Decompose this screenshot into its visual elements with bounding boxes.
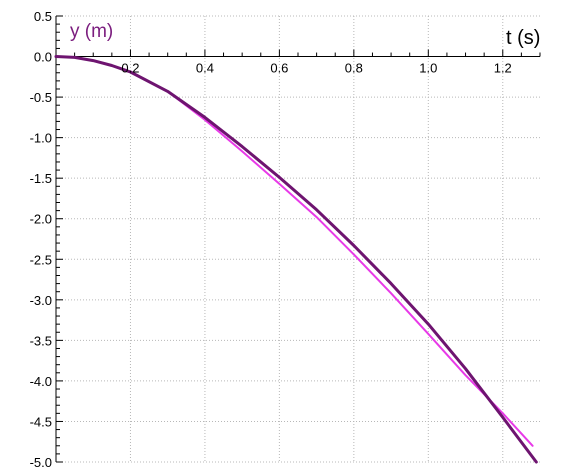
x-tick-label: 0.2 <box>121 61 139 76</box>
y-tick-label: -5.0 <box>30 455 52 468</box>
y-tick-label: -4.0 <box>30 374 52 389</box>
series-lines <box>54 55 538 464</box>
y-tick-label: -2.0 <box>30 212 52 227</box>
y-tick-label: -3.5 <box>30 333 52 348</box>
x-axis-title: t (s) <box>506 27 540 49</box>
x-tick-label: 0.4 <box>196 61 214 76</box>
axis-labels: y (m) t (s) 0.5 0.0 -0.5 -1.0 -1.5 -2.0 -2.5 -3… <box>30 9 541 468</box>
series-line-light <box>55 55 534 447</box>
x-tick-label: 0.6 <box>270 61 288 76</box>
series-line-dark <box>54 55 538 464</box>
y-tick-label: -3.0 <box>30 293 52 308</box>
y-tick-label: 0.0 <box>34 50 52 65</box>
axes <box>55 15 541 463</box>
grid <box>56 15 540 463</box>
y-tick-label: -0.5 <box>30 90 52 105</box>
y-tick-label: -2.5 <box>30 252 52 267</box>
y-tick-label: -1.5 <box>30 171 52 186</box>
y-tick-label: -1.0 <box>30 131 52 146</box>
x-tick-label: 1.0 <box>419 61 437 76</box>
x-tick-label: 1.2 <box>494 61 512 76</box>
y-tick-label: 0.5 <box>34 9 52 24</box>
x-tick-label: 0.8 <box>345 61 363 76</box>
y-tick-label: -4.5 <box>30 414 52 429</box>
y-axis-title: y (m) <box>70 21 113 42</box>
